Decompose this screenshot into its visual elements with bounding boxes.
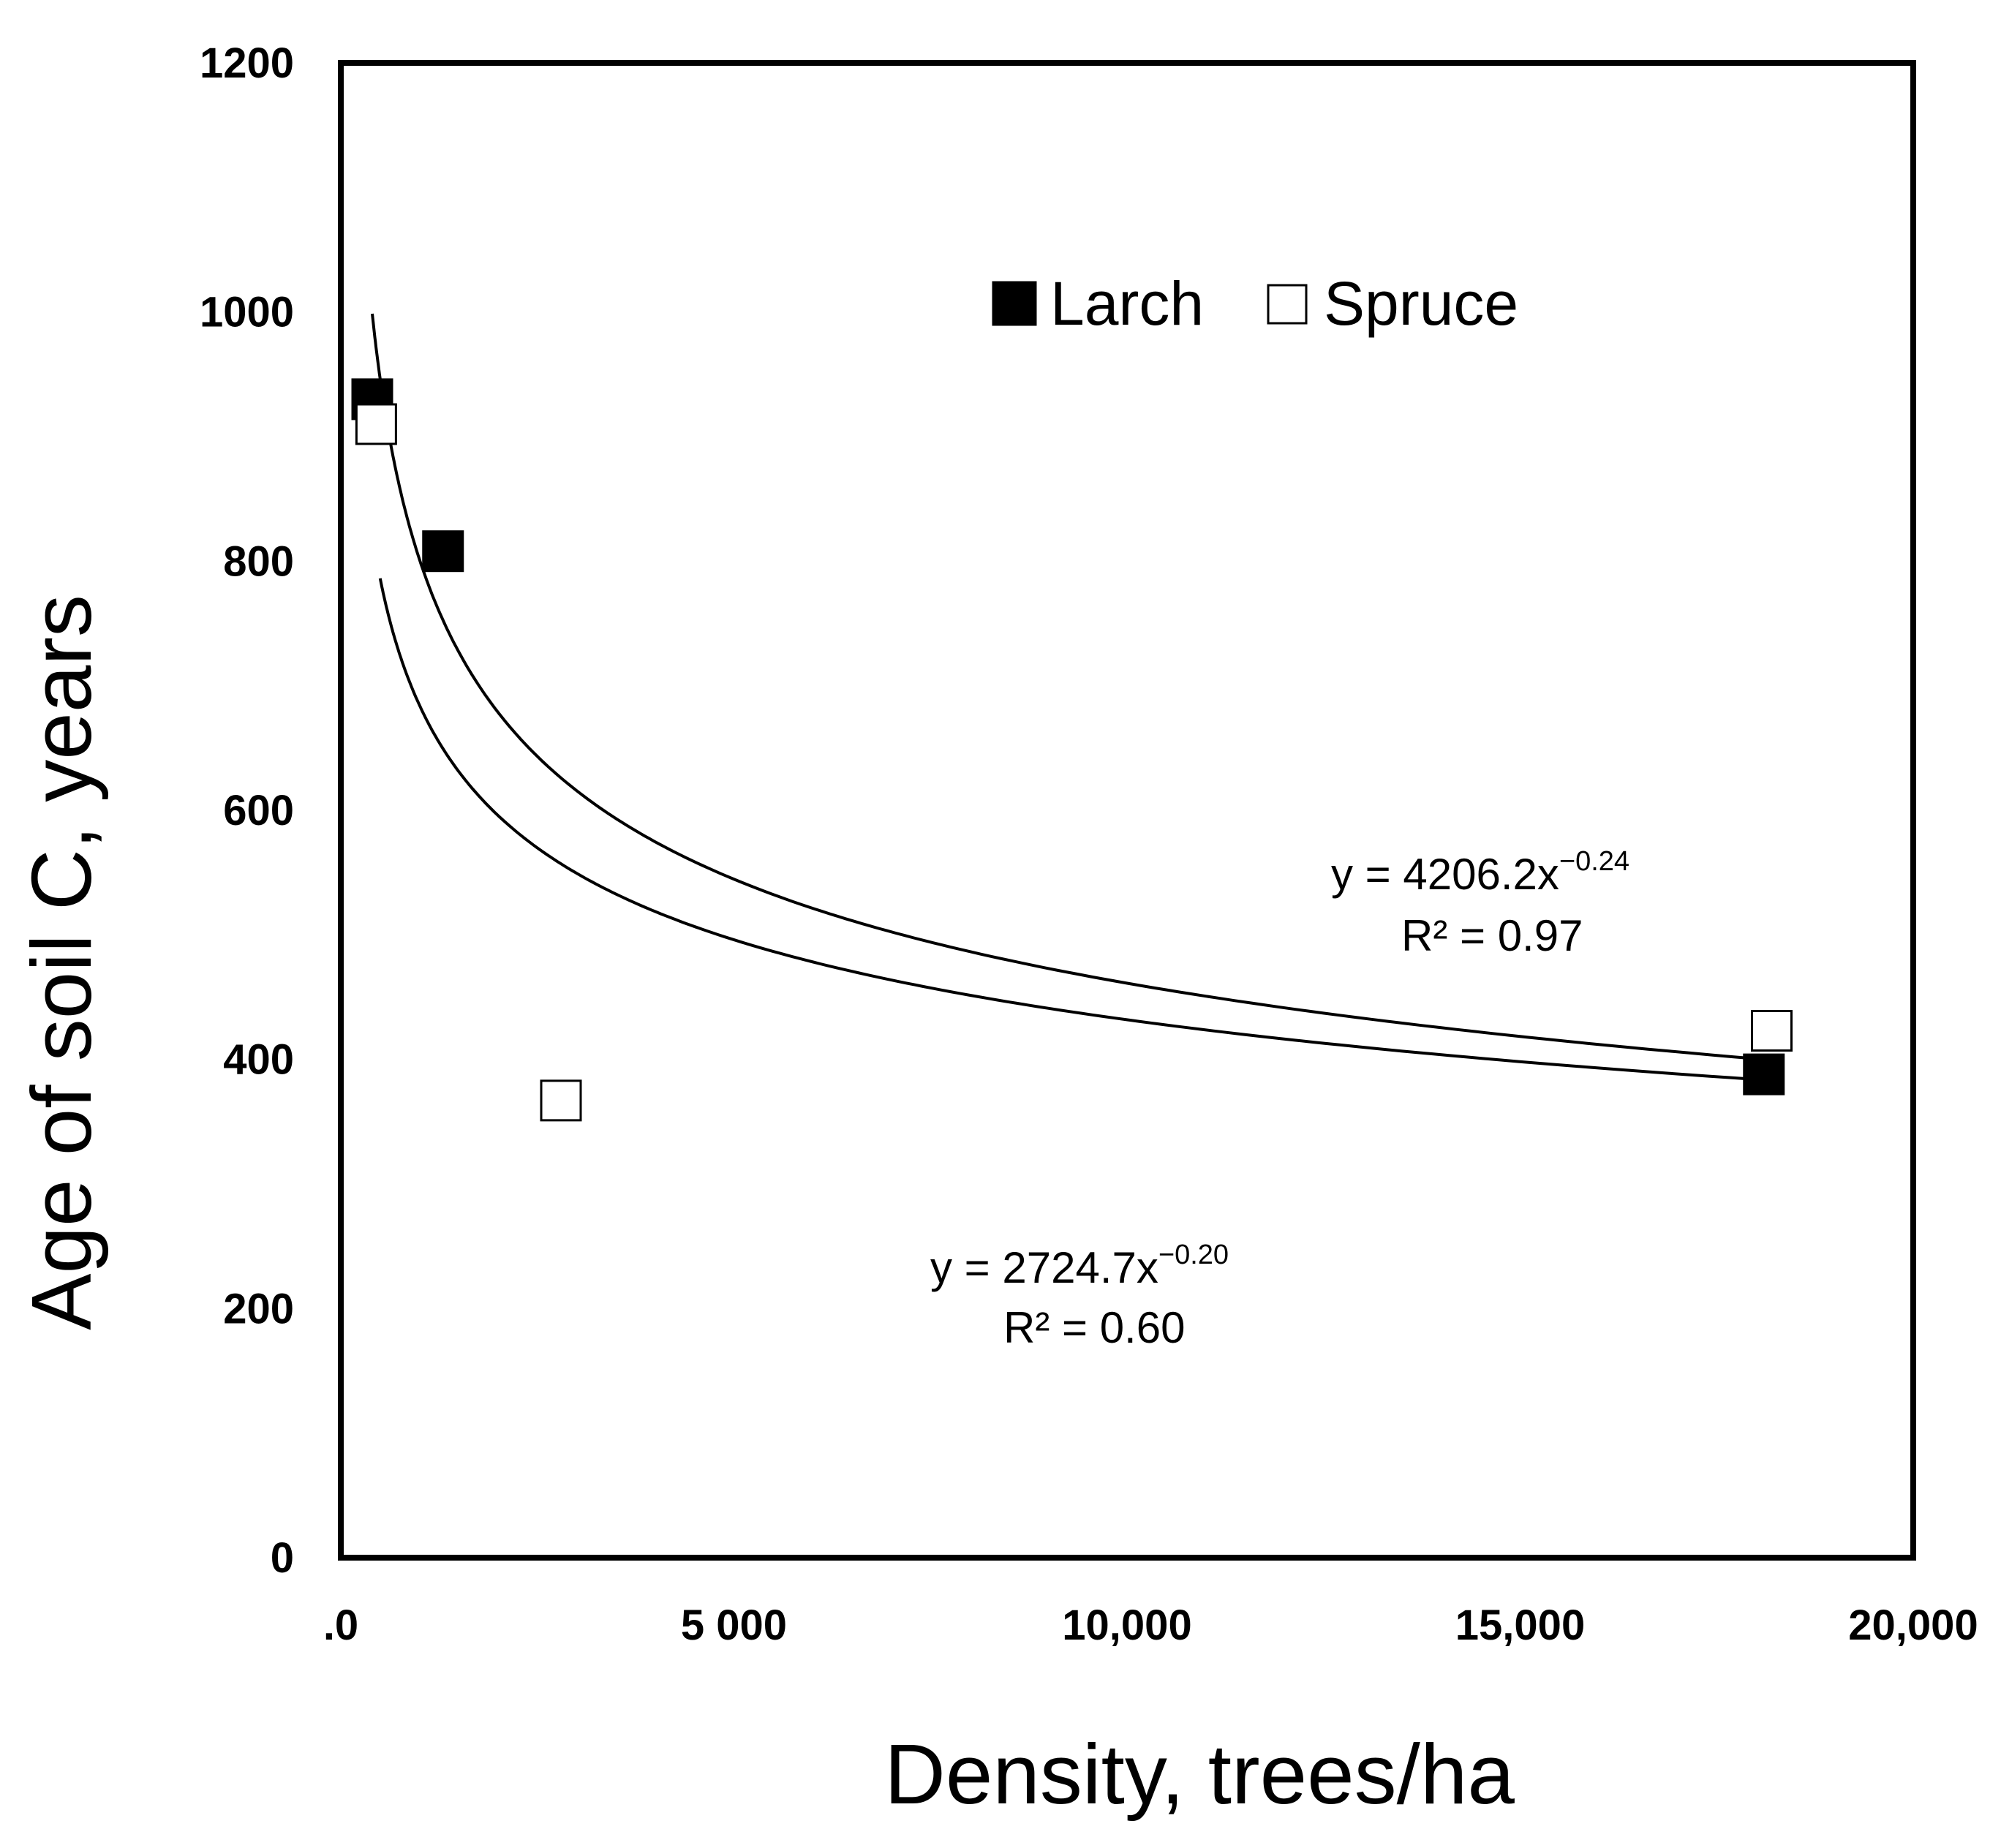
legend-label-spruce: Spruce	[1324, 269, 1518, 338]
equation-larch: y = 4206.2x−0.24 R² = 0.97	[1331, 846, 1629, 960]
legend-marker-spruce	[1267, 284, 1308, 325]
legend-label-larch: Larch	[1050, 269, 1204, 338]
data-point-spruce	[355, 403, 397, 445]
y-tick-label: 400	[223, 1036, 294, 1084]
trendlines	[371, 313, 1772, 1082]
equation-spruce-formula: y = 2724.7x−0.20	[930, 1240, 1229, 1292]
x-tick-label: 15,000	[1455, 1602, 1585, 1649]
y-axis-title: Age of soil C, years	[14, 595, 109, 1330]
equation-larch-r2: R² = 0.97	[1401, 911, 1583, 960]
y-tick-label: 0	[271, 1534, 294, 1582]
x-tick-label: 20,000	[1848, 1602, 1978, 1649]
x-axis-title: Density, trees/ha	[884, 1727, 1515, 1822]
trendline-larch	[371, 313, 1757, 1060]
legend-marker-larch	[992, 281, 1037, 326]
equation-larch-exponent: −0.24	[1559, 846, 1629, 877]
x-tick-label: 10,000	[1062, 1602, 1191, 1649]
data-point-larch	[422, 530, 464, 573]
equation-spruce-exponent: −0.20	[1158, 1240, 1229, 1270]
y-tick-label: 1000	[200, 289, 294, 336]
y-tick-label: 200	[223, 1285, 294, 1332]
equation-spruce-r2: R² = 0.60	[1003, 1303, 1185, 1352]
x-tick-label: 5 000	[681, 1602, 787, 1649]
y-tick-label: 600	[223, 787, 294, 834]
equation-spruce: y = 2724.7x−0.20 R² = 0.60	[930, 1240, 1229, 1352]
equation-spruce-base: y = 2724.7x	[930, 1243, 1158, 1292]
data-point-spruce	[1751, 1009, 1793, 1052]
data-point-spruce	[540, 1079, 582, 1122]
tick-labels: .0 5 000 10,000 15,000 20,000 0 200 400 600 800 10…	[200, 39, 1978, 1649]
y-tick-label: 1200	[200, 39, 294, 87]
data-points	[351, 378, 1793, 1122]
equation-larch-formula: y = 4206.2x−0.24	[1331, 846, 1629, 899]
data-point-larch	[1743, 1053, 1785, 1095]
y-tick-label: 800	[223, 538, 294, 585]
equation-larch-base: y = 4206.2x	[1331, 850, 1559, 899]
trendline-spruce	[378, 578, 1772, 1082]
legend: Larch Spruce	[992, 269, 1518, 338]
plot-frame	[338, 60, 1916, 1561]
x-tick-label: .0	[323, 1602, 358, 1649]
